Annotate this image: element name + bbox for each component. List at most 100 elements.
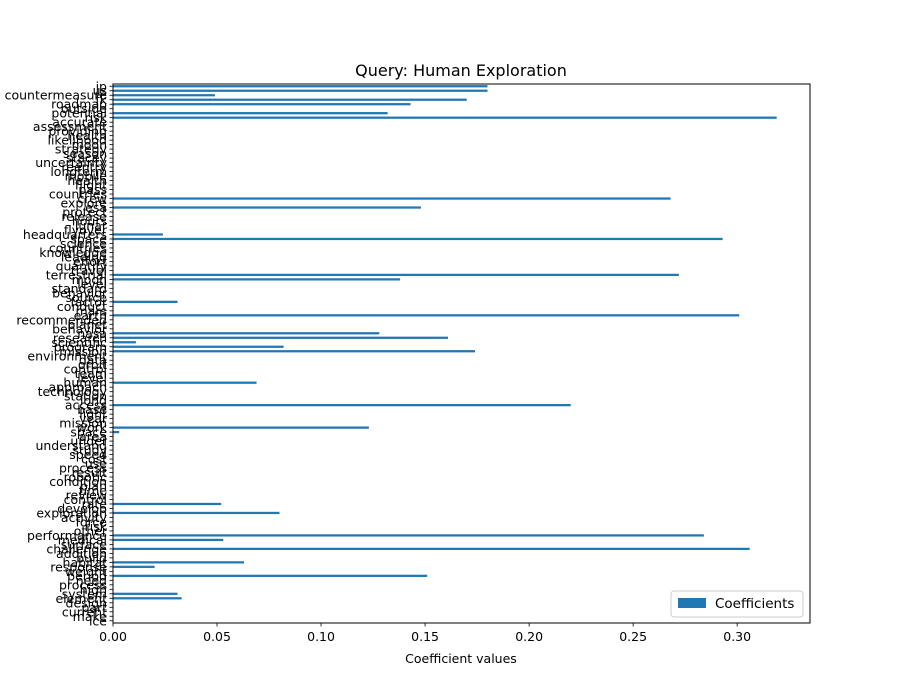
y-tick-label: study [72, 443, 107, 458]
y-tick-label: recommended [16, 312, 107, 327]
y-tick-label: flyover [64, 222, 108, 237]
y-tick-label: pass [78, 182, 107, 197]
x-tick-label: 0.25 [619, 629, 647, 644]
y-tick-label: time [79, 483, 108, 498]
y-tick-label: mission [59, 416, 107, 431]
y-tick-label: strategy [55, 142, 108, 157]
plot-frame [112, 83, 811, 624]
y-tick-label: ice [89, 613, 107, 628]
y-tick-label: challenge [46, 541, 107, 556]
y-tick-label: part [81, 600, 107, 615]
bar [113, 103, 411, 106]
y-tick-label: assessment [33, 119, 107, 134]
y-tick-label: planet [67, 317, 107, 332]
y-tick-label: level [77, 371, 107, 386]
y-tick-label: speed [69, 447, 107, 462]
y-tick-label: station [64, 389, 107, 404]
y-tick-label: outside [61, 101, 107, 116]
y-tick-label: control [64, 362, 107, 377]
bar [113, 597, 182, 600]
y-tick-label: uncertainty [35, 155, 107, 170]
y-tick-label: mobile [65, 169, 108, 184]
y-tick-label: robotic [64, 470, 107, 485]
bar [113, 538, 224, 542]
y-tick-label: flight [75, 178, 107, 193]
y-tick-label: source [65, 290, 107, 305]
y-tick-label: conduct [57, 299, 107, 314]
y-tick-label: science [60, 236, 107, 251]
y-tick-label: approach [49, 380, 108, 395]
y-tick-label: nasa [77, 326, 107, 341]
y-tick-label: long [80, 393, 107, 408]
y-tick-label: system [62, 586, 107, 601]
y-tick-label: response [50, 559, 107, 574]
y-tick-label: process [59, 461, 107, 476]
y-tick-label: level [77, 276, 107, 291]
y-tick-label: release [61, 209, 107, 224]
x-axis-ticks: 0.00 0.05 0.10 0.15 0.20 0.25 0.30 [99, 623, 751, 644]
bar [113, 350, 476, 353]
y-tick-label: longterm [50, 164, 107, 179]
y-tick-label: moon [72, 137, 107, 152]
y-tick-label: work [77, 420, 108, 435]
y-tick-label: medical [58, 532, 107, 547]
y-tick-label: develop [57, 501, 107, 516]
y-tick-label: space [70, 425, 107, 440]
y-tick-label: current [62, 604, 107, 619]
y-tick-label: area [79, 429, 107, 444]
y-tick-label: condition [49, 474, 107, 489]
y-tick-label: standard [52, 281, 107, 296]
y-tick-label: data [79, 353, 107, 368]
y-tick-label: use [85, 456, 107, 471]
y-tick-label: lunar [75, 218, 108, 233]
y-tick-label: exploration [36, 505, 107, 520]
legend: Coefficients [670, 590, 804, 618]
y-tick-label: element [55, 591, 107, 606]
bar [113, 336, 448, 339]
y-tick-label: rate [82, 496, 108, 511]
y-tick-label: jp [95, 79, 107, 94]
bar [113, 502, 222, 506]
y-tick-label: light [79, 407, 107, 422]
y-tick-label: weight [65, 564, 107, 579]
bar [113, 314, 740, 317]
y-tick-label: base [77, 402, 107, 417]
y-tick-label: surface [61, 537, 108, 552]
y-tick-label: behavior [52, 285, 108, 300]
bar [113, 237, 723, 241]
y-tick-label: protect [62, 205, 107, 220]
bar [113, 98, 467, 101]
bar [113, 197, 671, 200]
y-tick-label: result [72, 465, 107, 480]
bar [113, 233, 163, 236]
y-tick-label: human [63, 375, 107, 390]
y-tick-label: quantify [56, 258, 108, 273]
y-tick-label: health [67, 128, 107, 143]
y-tick-label: high [80, 582, 107, 597]
y-tick-label: hours [72, 214, 107, 229]
legend-swatch [678, 598, 706, 608]
x-tick-label: 0.05 [203, 629, 231, 644]
y-tick-label: leading [61, 249, 107, 264]
y-tick-label: plan [80, 479, 107, 494]
y-tick-label: mars [76, 303, 108, 318]
bar [113, 547, 750, 551]
y-tick-label: terrestrial [46, 267, 107, 282]
x-tick-label: 0.20 [515, 629, 543, 644]
y-tick-label: process [59, 577, 107, 592]
y-tick-label: make [73, 609, 108, 624]
y-tick-label: moon [72, 272, 107, 287]
y-tick-label: explore [61, 196, 108, 211]
y-axis-ticks: jpuscountermeasurefkroadmapoutsidepotent… [5, 79, 113, 628]
y-tick-label: technology [38, 384, 108, 399]
bar [113, 300, 178, 303]
y-tick-label: effort [73, 254, 107, 269]
bar [113, 89, 488, 92]
y-tick-label: research [53, 330, 107, 345]
bar [113, 112, 388, 115]
bar [113, 404, 571, 407]
y-tick-label: esa [85, 200, 107, 215]
y-tick-label: stacey [66, 151, 108, 166]
y-tick-label: cost [81, 452, 107, 467]
